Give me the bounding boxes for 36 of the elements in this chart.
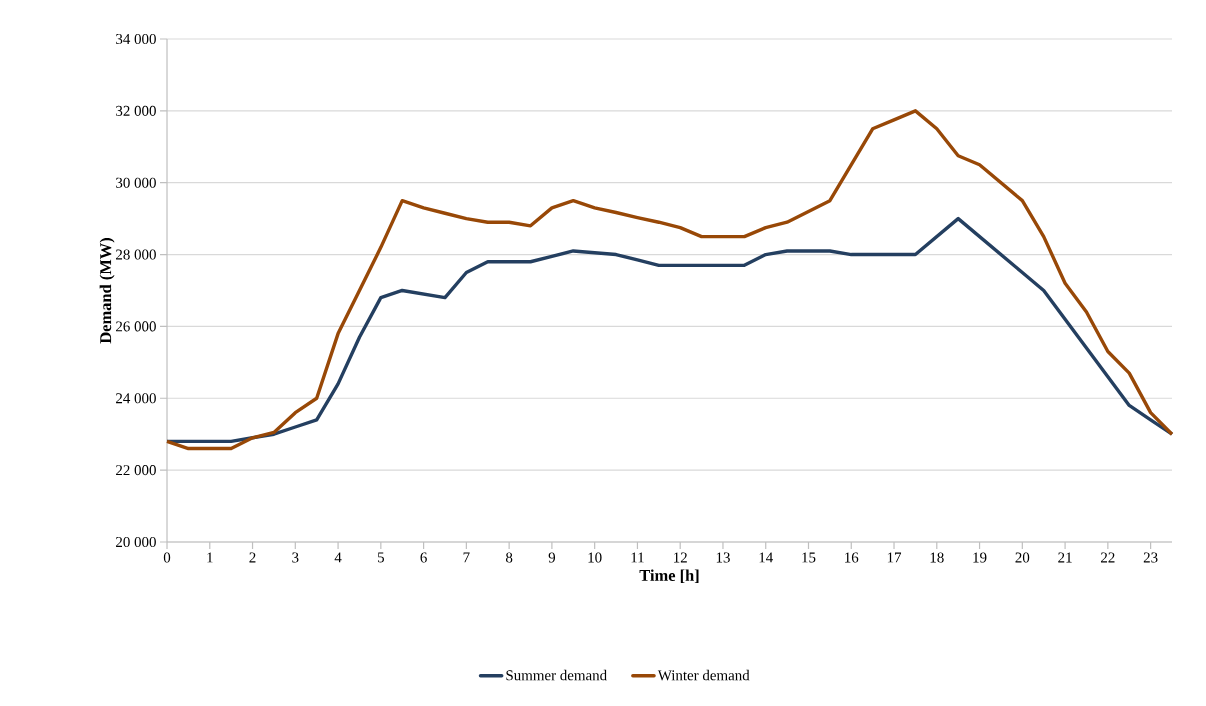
y-tick-label: 22 000	[116, 465, 156, 476]
x-tick-label: 13	[716, 552, 730, 563]
y-axis-title: Demand (MW)	[99, 238, 115, 344]
y-tick-label: 24 000	[116, 393, 156, 404]
x-tick-label: 2	[249, 552, 256, 563]
y-tick-label: 20 000	[116, 536, 156, 548]
x-tick-label: 5	[377, 552, 384, 563]
x-tick-label: 10	[588, 552, 602, 563]
x-tick-label: 17	[887, 552, 902, 563]
x-tick-label: 18	[930, 552, 944, 563]
x-tick-label: 21	[1058, 552, 1072, 563]
legend-label: Winter demand	[657, 669, 750, 681]
x-tick-label: 15	[802, 552, 816, 563]
x-tick-label: 7	[463, 552, 470, 563]
y-tick-label: 32 000	[116, 105, 156, 116]
x-tick-label: 9	[548, 552, 556, 563]
x-tick-label: 19	[973, 552, 987, 563]
y-tick-label: 26 000	[116, 321, 156, 332]
x-tick-label: 11	[631, 552, 644, 563]
x-axis-title: Time [h]	[639, 569, 699, 584]
x-tick-label: 14	[759, 552, 773, 563]
x-tick-label: 4	[334, 552, 342, 563]
y-tick-label: 28 000	[116, 249, 156, 260]
x-tick-label: 8	[505, 552, 513, 563]
x-tick-label: 22	[1101, 552, 1115, 563]
x-tick-label: 1	[207, 552, 213, 563]
x-tick-label: 6	[420, 552, 427, 563]
x-tick-label: 3	[292, 552, 299, 563]
x-tick-label: 12	[674, 552, 687, 563]
x-tick-label: 0	[163, 552, 171, 563]
legend-label: Summer demand	[506, 669, 607, 681]
y-tick-label: 34 000	[116, 33, 156, 45]
y-tick-label: 30 000	[116, 177, 156, 188]
x-tick-label: 20	[1015, 552, 1030, 563]
x-tick-label: 23	[1143, 552, 1158, 563]
x-tick-label: 16	[845, 552, 859, 563]
